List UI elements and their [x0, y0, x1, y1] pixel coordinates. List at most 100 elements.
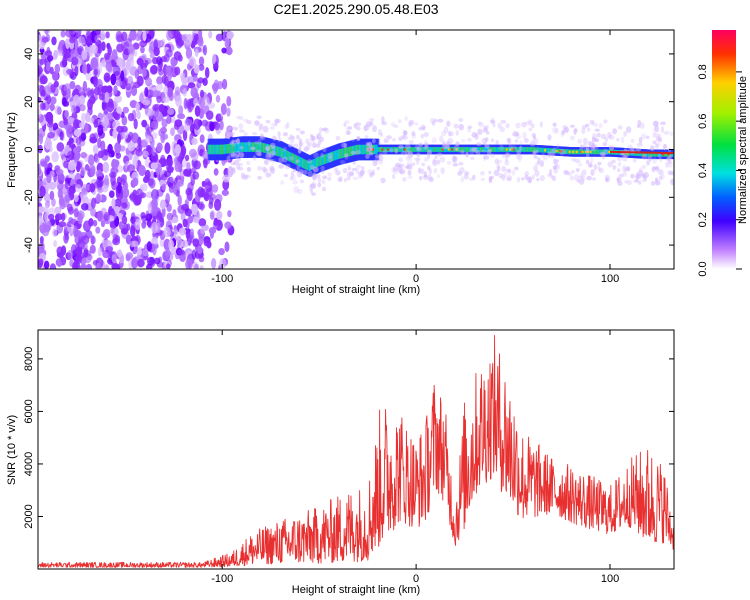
noise-blob: [65, 38, 70, 50]
noise-blob: [198, 218, 207, 227]
noise-blob: [477, 128, 483, 135]
noise-blob: [100, 220, 106, 228]
noise-blob: [229, 131, 235, 137]
noise-blob: [236, 138, 241, 145]
noise-blob: [194, 48, 199, 57]
noise-blob: [48, 181, 57, 190]
noise-blob: [532, 151, 536, 156]
noise-blob: [578, 178, 585, 185]
noise-blob: [489, 119, 496, 124]
noise-blob: [154, 257, 161, 265]
noise-blob: [90, 88, 95, 98]
noise-blob: [657, 153, 662, 160]
noise-blob: [145, 136, 153, 143]
noise-blob: [547, 134, 552, 141]
noise-blob: [96, 193, 101, 202]
noise-blob: [453, 123, 459, 129]
noise-blob: [182, 87, 187, 97]
noise-blob: [641, 164, 646, 169]
noise-blob: [440, 167, 445, 174]
noise-blob: [645, 135, 650, 140]
noise-blob: [528, 127, 533, 132]
noise-blob: [264, 145, 271, 151]
noise-blob: [356, 136, 361, 141]
noise-blob: [592, 144, 599, 151]
noise-blob: [564, 126, 570, 134]
noise-blob: [235, 150, 241, 158]
noise-blob: [180, 210, 186, 222]
noise-blob: [182, 129, 188, 141]
noise-blob: [640, 173, 646, 177]
noise-blob: [327, 172, 332, 177]
noise-blob: [585, 146, 590, 152]
noise-blob: [343, 178, 347, 183]
noise-blob: [623, 131, 627, 137]
noise-blob: [600, 133, 607, 140]
noise-blob: [117, 182, 122, 194]
noise-blob: [653, 126, 657, 133]
noise-blob: [231, 153, 237, 159]
noise-blob: [307, 141, 313, 147]
noise-blob: [79, 104, 86, 112]
y-tick-label: 4000: [23, 452, 35, 476]
noise-blob: [506, 137, 511, 143]
noise-blob: [455, 141, 460, 147]
noise-blob: [321, 179, 326, 185]
x-tick-label: 0: [413, 273, 419, 285]
noise-blob: [647, 155, 653, 162]
noise-blob: [498, 172, 504, 179]
noise-blob: [342, 167, 348, 174]
noise-blob: [289, 176, 294, 181]
noise-blob: [64, 51, 71, 59]
noise-blob: [198, 30, 203, 41]
noise-blob: [172, 229, 179, 240]
noise-blob: [652, 132, 658, 138]
noise-blob: [282, 147, 287, 152]
noise-blob: [400, 150, 407, 156]
noise-blob: [142, 30, 147, 42]
noise-blob: [77, 36, 86, 47]
noise-blob: [615, 137, 620, 142]
noise-blob: [101, 185, 109, 193]
noise-blob: [407, 151, 414, 159]
noise-blob: [547, 173, 552, 177]
noise-blob: [417, 167, 422, 174]
noise-blob: [590, 156, 594, 164]
noise-blob: [506, 175, 513, 182]
noise-blob: [603, 119, 608, 124]
noise-blob: [408, 140, 415, 145]
noise-blob: [116, 57, 124, 67]
noise-blob: [657, 169, 664, 175]
noise-blob: [52, 228, 58, 238]
noise-blob: [199, 134, 205, 144]
noise-blob: [184, 123, 190, 132]
snr-y-ticks: 2000 4000 6000 8000: [23, 347, 674, 529]
noise-blob: [385, 135, 392, 140]
noise-blob: [100, 30, 106, 41]
noise-blob: [403, 130, 408, 137]
noise-blob: [258, 139, 262, 146]
noise-blob: [369, 171, 375, 176]
noise-blob: [592, 177, 596, 181]
noise-blob: [422, 126, 426, 131]
noise-blob: [176, 180, 184, 187]
noise-blob: [262, 166, 267, 171]
colorbar-label: Normalized spectral amplitude: [737, 76, 749, 224]
noise-blob: [58, 221, 67, 228]
noise-blob: [129, 30, 137, 41]
noise-blob: [288, 156, 295, 161]
noise-blob: [570, 124, 575, 128]
noise-blob: [583, 137, 588, 145]
noise-blob: [113, 85, 118, 95]
noise-blob: [141, 183, 148, 192]
noise-blob: [92, 144, 99, 154]
noise-blob: [50, 83, 56, 93]
noise-blob: [414, 122, 419, 126]
noise-blob: [475, 150, 481, 155]
noise-blob: [213, 62, 219, 70]
noise-blob: [107, 61, 113, 74]
noise-blob: [392, 168, 399, 175]
noise-blob: [68, 161, 76, 171]
spectrogram-panel: -100 0 100 -40 -20 0 20 40 Height of straight …: [6, 29, 675, 296]
noise-blob: [128, 150, 133, 161]
